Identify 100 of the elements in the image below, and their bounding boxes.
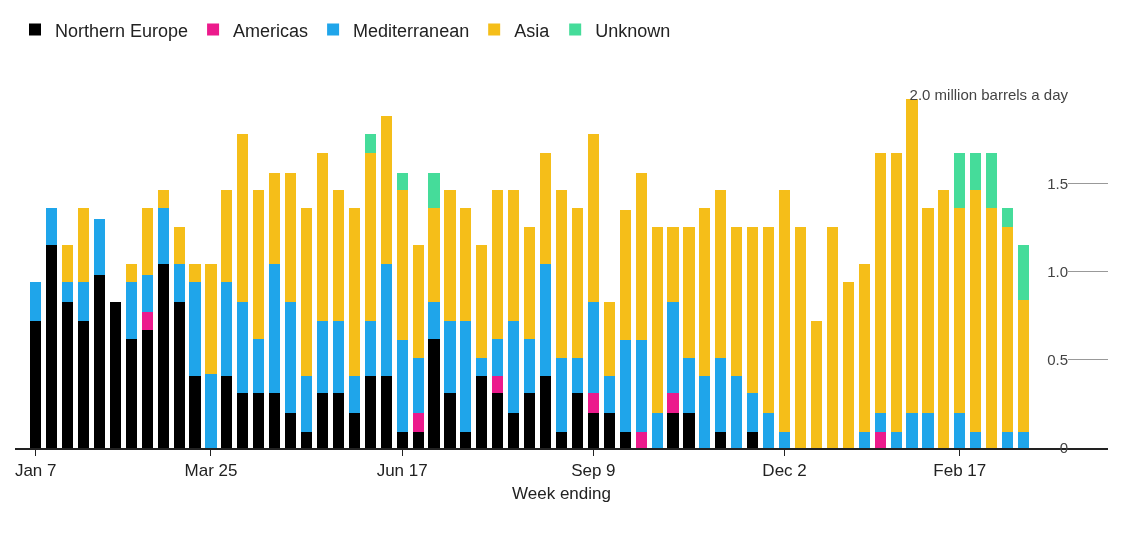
bar: [173, 227, 185, 265]
bar: [492, 190, 504, 339]
bar: [62, 282, 74, 302]
bar: [173, 301, 185, 448]
bar: [587, 133, 599, 302]
bar: [141, 207, 153, 276]
bar: [285, 412, 297, 448]
bar: [603, 412, 615, 448]
bar: [332, 190, 345, 321]
bar: [221, 375, 233, 448]
bar: [571, 393, 584, 448]
bar: [77, 207, 90, 283]
bar: [412, 245, 424, 358]
bar: [747, 432, 759, 448]
bar: [157, 207, 169, 265]
bar: [460, 207, 472, 321]
bar: [141, 329, 153, 448]
bar: [173, 264, 185, 302]
bar: [301, 375, 313, 433]
bar: [508, 190, 520, 321]
bar: [348, 412, 360, 448]
legend-label: Asia: [514, 20, 551, 41]
bar: [476, 357, 488, 376]
bar: [380, 264, 392, 376]
bar: [253, 338, 265, 394]
bar: [874, 432, 886, 448]
bar: [332, 393, 345, 448]
bar: [1017, 432, 1030, 448]
bar: [285, 301, 297, 413]
bar: [890, 432, 902, 448]
bar: [731, 375, 743, 448]
bar: [794, 227, 807, 448]
bar: [715, 190, 727, 358]
bar: [380, 116, 392, 265]
x-tick-label: Sep 9: [571, 461, 616, 481]
bar: [492, 375, 504, 394]
x-tick-label: Feb 17: [933, 461, 987, 481]
bar: [571, 357, 584, 394]
y-tick-label: 2.0 million barrels a day: [909, 86, 1069, 104]
bar: [619, 432, 631, 448]
bar: [667, 301, 679, 394]
bar: [555, 357, 568, 433]
bar: [715, 432, 727, 448]
bar: [253, 393, 265, 448]
bar: [412, 412, 424, 433]
y-tick-label: 0.5: [1047, 351, 1068, 368]
bar: [157, 264, 169, 448]
bar: [332, 320, 345, 394]
bar: [747, 393, 759, 433]
bar: [874, 412, 886, 433]
bar: [125, 264, 137, 283]
bar: [109, 301, 121, 448]
bar: [731, 227, 743, 376]
bar: [826, 227, 838, 448]
bar: [603, 375, 615, 413]
bar: [539, 264, 552, 376]
bar: [316, 320, 329, 394]
bar: [476, 375, 488, 448]
bar: [189, 375, 201, 448]
bar: [125, 338, 137, 448]
bar: [444, 190, 456, 321]
bar: [651, 227, 663, 413]
bar: [221, 190, 233, 283]
bar: [986, 207, 998, 448]
bar: [858, 264, 870, 433]
bar: [858, 432, 870, 448]
bar: [412, 432, 424, 448]
bar: [253, 190, 265, 339]
bar: [189, 282, 201, 376]
x-axis-title: Week ending: [512, 484, 611, 504]
bar: [699, 207, 711, 376]
bar: [396, 432, 408, 448]
bar: [285, 172, 297, 302]
bar: [587, 301, 599, 394]
bar: [954, 207, 966, 413]
y-tick-label: 1.0: [1047, 262, 1068, 280]
bar: [778, 432, 791, 448]
bar: [460, 320, 472, 433]
bar: [763, 412, 775, 448]
bar: [141, 312, 153, 330]
bar: [301, 432, 313, 448]
bar: [125, 282, 137, 339]
bar: [619, 209, 631, 341]
bar: [667, 393, 679, 413]
bar: [46, 207, 58, 246]
bar: [571, 207, 584, 358]
bar: [348, 207, 360, 376]
bar: [396, 172, 408, 191]
legend-label: Unknown: [595, 20, 671, 41]
bar: [316, 393, 329, 448]
bar: [269, 172, 281, 265]
bar: [1002, 227, 1014, 433]
bar: [237, 301, 249, 394]
bar: [508, 412, 520, 448]
bar: [62, 301, 74, 448]
x-tick-label: Jun 17: [376, 461, 428, 481]
bar: [524, 227, 536, 339]
bar: [77, 282, 90, 321]
bar: [93, 275, 106, 448]
bar: [444, 320, 456, 394]
